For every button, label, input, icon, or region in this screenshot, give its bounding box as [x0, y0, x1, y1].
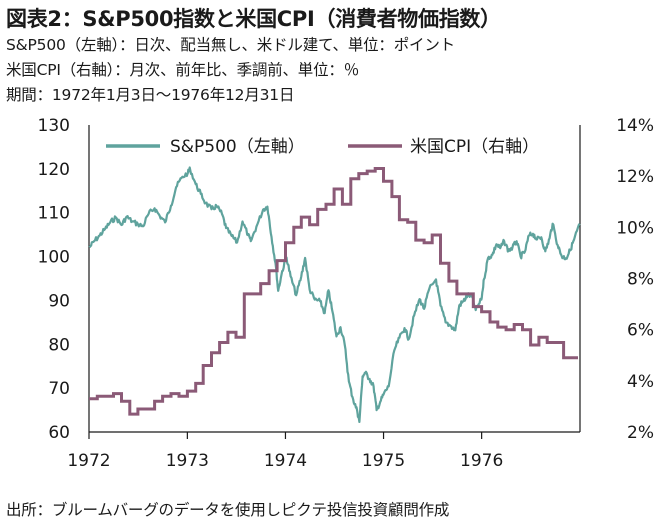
y-axis-right: 14% 12% 10% 8% 6% 4% 2%	[616, 116, 654, 443]
y-left-tick-label: 110	[38, 204, 70, 224]
y-right-tick-label: 2%	[627, 423, 654, 443]
y-left-tick-label: 130	[38, 116, 70, 136]
y-right-tick-label: 8%	[627, 270, 654, 290]
y-left-tick-label: 70	[48, 379, 70, 399]
y-right-tick-label: 4%	[627, 372, 654, 392]
legend-label-sp500: S&P500（左軸）	[170, 137, 305, 157]
legend-label-cpi: 米国CPI（右軸）	[410, 137, 539, 157]
subtitle-sp500: S&P500（左軸）：日次、配当無し、米ドル建て、単位：ポイント	[6, 36, 455, 54]
source-note: 出所：ブルームバーグのデータを使用しピクテ投信投資顧問作成	[6, 500, 450, 519]
y-right-tick-label: 14%	[616, 116, 654, 136]
subtitle-cpi: 米国CPI（右軸）：月次、前年比、季調前、単位：％	[6, 61, 359, 79]
y-left-tick-label: 100	[38, 248, 70, 268]
y-left-tick-label: 120	[38, 160, 70, 180]
legend: S&P500（左軸） 米国CPI（右軸）	[106, 137, 539, 157]
y-left-tick-label: 60	[48, 423, 70, 443]
x-axis: 1972 1973 1974 1975 1976	[67, 432, 503, 471]
series-line-cpi	[89, 167, 578, 416]
x-tick-label: 1973	[166, 451, 209, 471]
x-tick-label: 1975	[362, 451, 405, 471]
chart-title: 図表2：S&P500指数と米国CPI（消費者物価指数）	[6, 7, 501, 31]
series-line-sp500	[88, 166, 581, 423]
y-axis-left: 130 120 110 100 90 80 70 60	[38, 116, 70, 443]
subtitle-period: 期間：1972年1月3日～1976年12月31日	[6, 86, 295, 104]
y-right-tick-label: 12%	[616, 167, 654, 187]
y-left-tick-label: 80	[48, 335, 70, 355]
y-right-tick-label: 10%	[616, 218, 654, 238]
x-tick-label: 1976	[460, 451, 503, 471]
y-right-tick-label: 6%	[627, 321, 654, 341]
x-tick-label: 1974	[264, 451, 307, 471]
x-tick-label: 1972	[67, 451, 110, 471]
y-left-tick-label: 90	[48, 291, 70, 311]
